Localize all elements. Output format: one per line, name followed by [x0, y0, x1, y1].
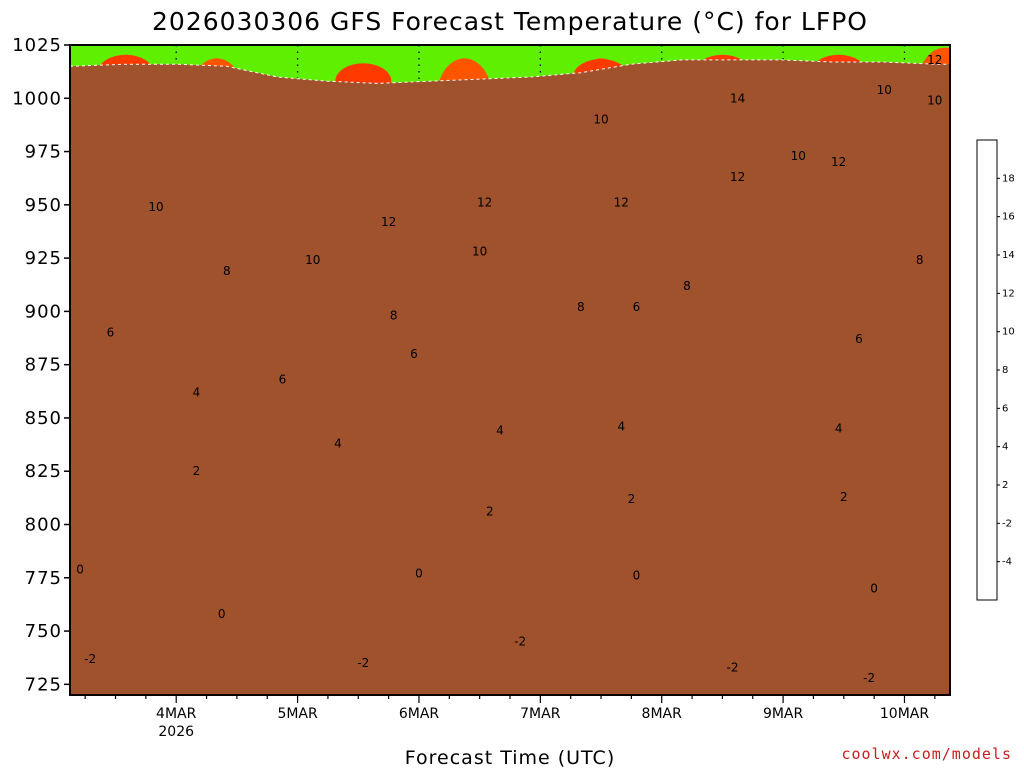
y-tick-label-900: 900	[25, 301, 62, 322]
credit-text: coolwx.com/models	[841, 745, 1012, 763]
y-tick-label-975: 975	[25, 142, 62, 163]
x-tick-label-10MAR: 10MAR	[880, 706, 929, 722]
contour-label-9: 0	[870, 581, 878, 595]
contour-label-19: 6	[107, 326, 115, 340]
contour-label-4: -2	[863, 671, 875, 685]
colorbar-label-6: 6	[1002, 403, 1008, 414]
contour-label-10: 2	[193, 464, 201, 478]
contour-label-0: -2	[84, 652, 96, 666]
x-tick-label-6MAR: 6MAR	[399, 706, 440, 722]
chart-title: 2026030306 GFS Forecast Temperature (°C)…	[152, 7, 868, 36]
contour-label-12: 2	[628, 492, 636, 506]
x-tick-label-7MAR: 7MAR	[520, 706, 561, 722]
contour-label-13: 2	[840, 490, 848, 504]
y-tick-label-850: 850	[25, 408, 62, 429]
contour-label-6: 0	[218, 607, 226, 621]
contour-label-23: 6	[855, 332, 863, 346]
contour-label-33: 10	[791, 149, 806, 163]
contour-label-35: 10	[927, 93, 942, 107]
y-tick-label-725: 725	[25, 674, 62, 695]
x-axis-label: Forecast Time (UTC)	[405, 747, 615, 768]
colorbar-label-18: 18	[1002, 173, 1015, 184]
colorbar: 18 16 14 12 10 8 6 4 2 -2 -4	[976, 139, 1015, 601]
y-tick-label-1025: 1025	[12, 35, 62, 56]
contour-label-37: 12	[477, 196, 492, 210]
contour-label-27: 8	[683, 279, 691, 293]
contour-label-18: 4	[835, 422, 843, 436]
y-tick-label-825: 825	[25, 461, 62, 482]
contour-label-40: 12	[831, 155, 846, 169]
contour-label-42: 14	[730, 91, 745, 105]
colorbar-label-10: 10	[1002, 327, 1015, 338]
contour-label-28: 8	[916, 253, 924, 267]
x-tick-label-5MAR: 5MAR	[277, 706, 318, 722]
contour-label-29: 10	[148, 200, 163, 214]
colorbar-frame	[976, 139, 998, 601]
contour-label-24: 8	[223, 264, 231, 278]
contour-label-30: 10	[305, 253, 320, 267]
contour-label-38: 12	[614, 196, 629, 210]
contour-label-7: 0	[415, 567, 423, 581]
contour-label-11: 2	[486, 505, 494, 519]
colorbar-label--4: -4	[1002, 557, 1012, 568]
colorbar-label-4: 4	[1002, 442, 1008, 453]
colorbar-label-12: 12	[1002, 288, 1015, 299]
contour-label-3: -2	[727, 660, 739, 674]
y-tick-label-950: 950	[25, 195, 62, 216]
contour-label-17: 4	[617, 420, 625, 434]
contour-label-21: 6	[410, 347, 418, 361]
contour-label-25: 8	[390, 309, 398, 323]
x-tick-label-4MAR: 4MAR	[156, 706, 197, 722]
colorbar-label--2: -2	[1002, 518, 1012, 529]
contour-label-2: -2	[514, 635, 526, 649]
contour-label-16: 4	[496, 424, 504, 438]
x-tick-sublabel: 2026	[158, 724, 194, 740]
contour-label-1: -2	[357, 656, 369, 670]
y-tick-label-800: 800	[25, 515, 62, 536]
y-tick-label-875: 875	[25, 355, 62, 376]
contour-label-14: 4	[193, 385, 201, 399]
x-tick-label-9MAR: 9MAR	[763, 706, 804, 722]
plot-area: -2 -2 -2 -2 -2 0 0 0 0 0 2 2 2 2 4 4 4 4 4 6 6 6 6 6 8 8 8 8 8 10 10 10…	[70, 45, 950, 695]
y-tick-label-1000: 1000	[12, 88, 62, 109]
contour-label-22: 6	[633, 300, 641, 314]
contour-label-39: 12	[730, 170, 745, 184]
colorbar-label-2: 2	[1002, 480, 1008, 491]
surface-terrain	[70, 59, 950, 695]
y-tick-label-925: 925	[25, 248, 62, 269]
colorbar-label-8: 8	[1002, 365, 1008, 376]
y-tick-label-750: 750	[25, 621, 62, 642]
x-tick-label-8MAR: 8MAR	[642, 706, 683, 722]
y-axis: 725 750 775 800 825 850 875 900 925 950 975 1000 102…	[12, 35, 70, 695]
contour-label-8: 0	[633, 569, 641, 583]
contour-label-31: 10	[472, 245, 487, 259]
x-axis: 4MAR 5MAR 6MAR 7MAR 8MAR 9MAR 10MAR 2026	[84, 695, 936, 740]
contour-label-41: 12	[927, 53, 942, 67]
contour-label-32: 10	[593, 113, 608, 127]
contour-label-5: 0	[76, 562, 84, 576]
colorbar-label-14: 14	[1002, 250, 1015, 261]
colorbar-label-16: 16	[1002, 212, 1015, 223]
y-tick-label-775: 775	[25, 568, 62, 589]
contour-label-34: 10	[877, 83, 892, 97]
contour-label-36: 12	[381, 215, 396, 229]
contour-label-20: 6	[279, 373, 287, 387]
contour-label-26: 8	[577, 300, 585, 314]
contour-label-15: 4	[334, 437, 342, 451]
